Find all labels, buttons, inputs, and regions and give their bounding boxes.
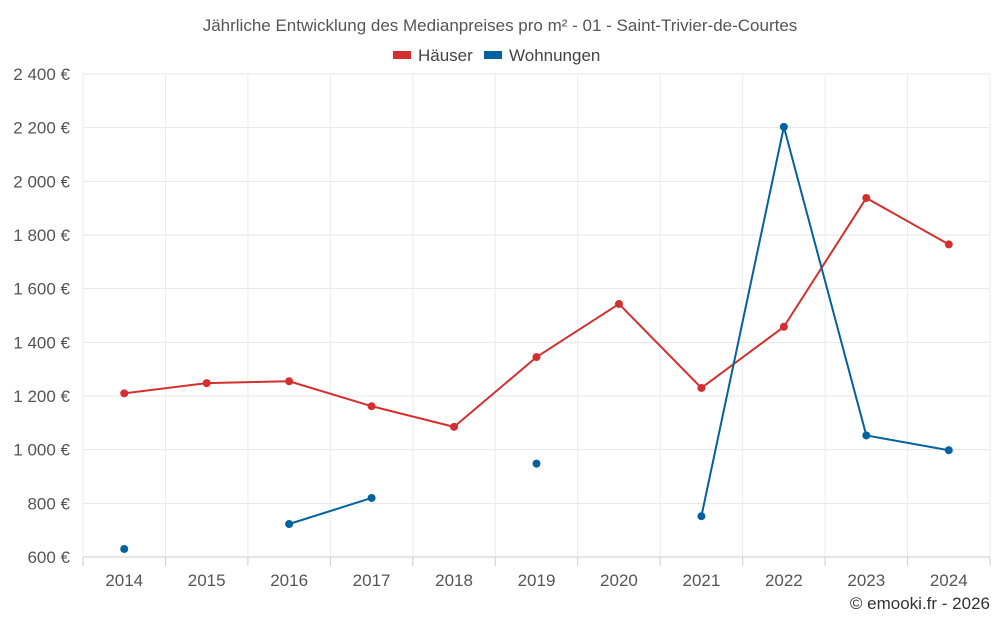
data-point-haeuser-2017[interactable] bbox=[367, 402, 376, 411]
data-point-haeuser-2015[interactable] bbox=[202, 379, 211, 388]
legend-item-wohnungen[interactable]: Wohnungen bbox=[484, 46, 600, 65]
legend-item-haeuser[interactable]: Häuser bbox=[393, 46, 473, 65]
data-point-haeuser-2023[interactable] bbox=[862, 193, 871, 202]
legend-swatch-wohnungen bbox=[484, 51, 502, 59]
data-point-haeuser-2016[interactable] bbox=[285, 377, 294, 386]
x-tick-label: 2020 bbox=[600, 571, 638, 590]
legend-label-haeuser: Häuser bbox=[418, 46, 473, 65]
data-point-wohnungen-2017[interactable] bbox=[367, 493, 376, 502]
data-point-wohnungen-2016[interactable] bbox=[285, 519, 294, 528]
y-tick-label: 2 200 € bbox=[13, 119, 70, 138]
data-point-haeuser-2019[interactable] bbox=[532, 353, 541, 362]
y-tick-label: 2 000 € bbox=[13, 172, 70, 191]
y-tick-label: 800 € bbox=[27, 494, 70, 513]
data-point-haeuser-2018[interactable] bbox=[450, 422, 459, 431]
y-tick-label: 1 200 € bbox=[13, 387, 70, 406]
plot-area bbox=[120, 122, 953, 553]
x-tick-label: 2018 bbox=[435, 571, 473, 590]
data-point-haeuser-2022[interactable] bbox=[779, 322, 788, 331]
x-tick-label: 2014 bbox=[105, 571, 143, 590]
x-tick-label: 2017 bbox=[353, 571, 391, 590]
data-point-wohnungen-2022[interactable] bbox=[779, 122, 788, 131]
x-tick-label: 2021 bbox=[682, 571, 720, 590]
series-haeuser bbox=[120, 193, 953, 431]
y-tick-label: 1 400 € bbox=[13, 333, 70, 352]
data-point-haeuser-2024[interactable] bbox=[944, 240, 953, 249]
data-point-wohnungen-2014[interactable] bbox=[120, 544, 129, 553]
x-tick-label: 2019 bbox=[518, 571, 556, 590]
y-tick-label: 1 000 € bbox=[13, 441, 70, 460]
legend-swatch-haeuser bbox=[393, 51, 411, 59]
y-tick-label: 1 600 € bbox=[13, 280, 70, 299]
y-axis: 600 € 800 € 1 000 € 1 200 € 1 400 € 1 600 € 1 … bbox=[13, 65, 70, 567]
x-tick-label: 2023 bbox=[847, 571, 885, 590]
series-line-wohnungen bbox=[700, 125, 949, 517]
legend: Häuser Wohnungen bbox=[393, 46, 600, 65]
data-point-haeuser-2014[interactable] bbox=[120, 389, 129, 398]
x-tick-label: 2024 bbox=[930, 571, 968, 590]
data-point-wohnungen-2024[interactable] bbox=[944, 446, 953, 455]
legend-label-wohnungen: Wohnungen bbox=[509, 46, 600, 65]
grid bbox=[82, 73, 991, 558]
x-axis: 2014 2015 2016 2017 2018 2019 2020 2021 2022 2023… bbox=[82, 557, 991, 590]
x-tick-label: 2015 bbox=[188, 571, 226, 590]
y-tick-label: 600 € bbox=[27, 548, 70, 567]
data-point-wohnungen-2023[interactable] bbox=[862, 431, 871, 440]
series-line-wohnungen bbox=[288, 497, 372, 525]
chart-title: Jährliche Entwicklung des Medianpreises … bbox=[203, 16, 798, 35]
x-tick-label: 2022 bbox=[765, 571, 803, 590]
data-point-wohnungen-2019[interactable] bbox=[532, 459, 541, 468]
y-tick-label: 2 400 € bbox=[13, 65, 70, 84]
data-point-haeuser-2020[interactable] bbox=[614, 299, 623, 308]
credit-text: © emooki.fr - 2026 bbox=[850, 594, 990, 613]
series-wohnungen bbox=[120, 122, 953, 553]
data-point-haeuser-2021[interactable] bbox=[697, 383, 706, 392]
data-point-wohnungen-2021[interactable] bbox=[697, 512, 706, 521]
x-tick-label: 2016 bbox=[270, 571, 308, 590]
y-tick-label: 1 800 € bbox=[13, 226, 70, 245]
